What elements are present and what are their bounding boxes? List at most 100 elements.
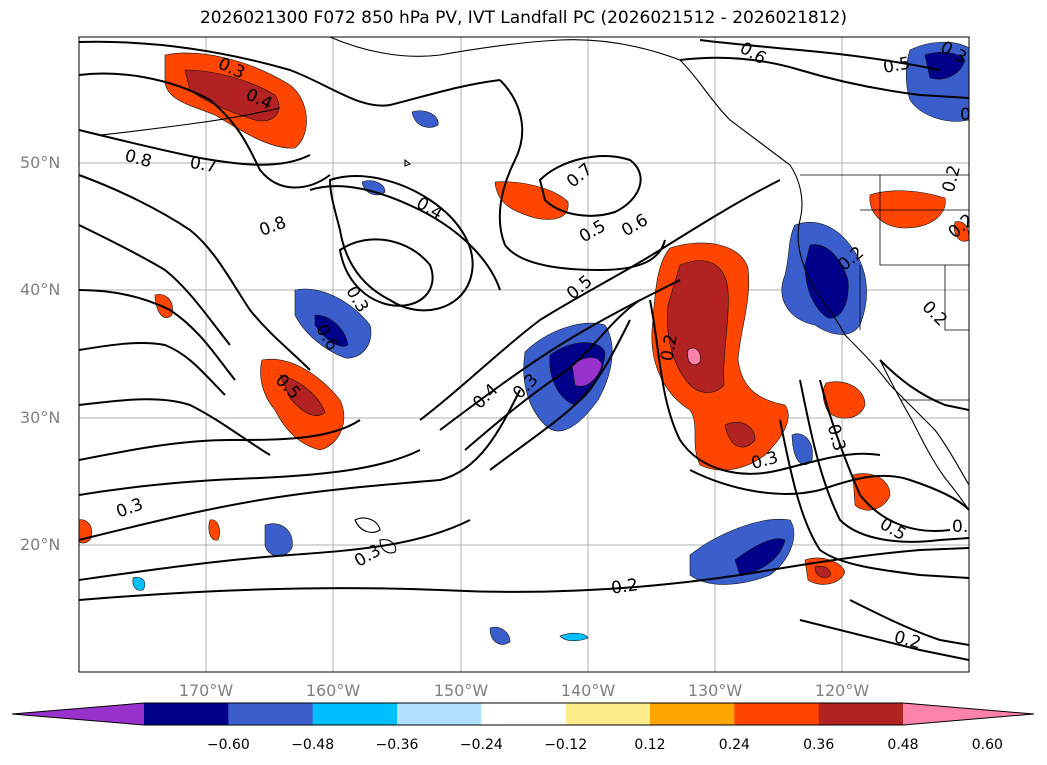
lon-label-130w: 130°W	[687, 681, 743, 700]
contour-22	[489, 319, 631, 471]
shade-pos-small3	[954, 221, 969, 242]
contour-20	[439, 279, 681, 431]
colorbar-segment	[650, 703, 735, 725]
contour-4	[79, 174, 311, 371]
colorbar-segment	[312, 703, 398, 725]
contour-27	[779, 419, 969, 579]
colorbar-tick-label: 0.60	[971, 737, 1003, 753]
shade-pos-midlat	[494, 181, 569, 220]
lon-label-160w: 160°W	[305, 681, 361, 700]
colorbar-tick-label: −0.36	[375, 737, 419, 753]
shade-neg-small4	[791, 433, 813, 465]
map-frame	[78, 36, 970, 673]
colorbar-tick-label: −0.12	[544, 737, 588, 753]
contour-5	[79, 224, 231, 346]
contour-25	[819, 379, 951, 532]
lon-label-150w: 150°W	[433, 681, 489, 700]
shade-pos-inland	[869, 190, 946, 229]
lat-label-50: 50°N	[20, 153, 61, 172]
coastline-island3	[404, 158, 412, 167]
contour-15	[338, 238, 434, 307]
contour-26	[799, 379, 969, 543]
colorbar-tick-label: 0.24	[718, 737, 750, 753]
contour-14	[328, 175, 474, 312]
contour-label: 0.2	[610, 575, 640, 599]
colorbar-tick-label: −0.48	[291, 737, 335, 753]
lat-label-20: 20°N	[20, 535, 61, 554]
contour-1	[79, 40, 501, 107]
border-state1	[879, 175, 969, 266]
shade-pos-large-south	[724, 421, 756, 448]
pv-contours	[79, 39, 969, 661]
shade-pos-large-peak	[687, 347, 701, 365]
contour-label: 0.2	[960, 105, 987, 125]
map-title: 2026021300 F072 850 hPa PV, IVT Landfall…	[199, 8, 847, 28]
colorbar-tick-label: −0.24	[459, 737, 503, 753]
contour-12	[79, 519, 471, 581]
shade-pos-northwest-core	[184, 69, 280, 122]
shade-neg-central-peak	[571, 357, 603, 387]
contour-32	[879, 359, 969, 411]
colorbar-segment	[481, 703, 567, 725]
shade-neg-south	[689, 518, 795, 585]
contour-2	[79, 72, 331, 189]
contour-11	[79, 389, 521, 541]
contour-3	[79, 129, 311, 166]
colorbar-extend-min	[12, 703, 144, 725]
lon-label-140w: 140°W	[560, 681, 616, 700]
contour-18	[538, 155, 642, 217]
colorbar-segment	[565, 703, 651, 725]
negative-shading	[132, 41, 969, 645]
contour-13	[79, 547, 969, 601]
colorbar-tick-label: 0.12	[634, 737, 666, 753]
contour-label: 0.5	[952, 517, 979, 537]
contour-30	[849, 599, 969, 646]
contour-label: 0.5	[882, 54, 912, 78]
shade-neg-west-core	[314, 314, 349, 347]
colorbar-segment	[144, 703, 229, 725]
colorbar-segment	[734, 703, 820, 725]
lat-label-30: 30°N	[20, 408, 61, 427]
lat-label-40: 40°N	[20, 280, 61, 299]
contour-label: 0.7	[188, 153, 218, 177]
colorbar-segment	[228, 703, 314, 725]
colorbar-extend-max	[903, 703, 1034, 725]
colorbar	[11, 702, 1035, 726]
shade-pos-large-core	[667, 260, 729, 393]
contour-28	[679, 56, 969, 99]
contour-9	[79, 419, 361, 461]
coastline-baja	[879, 359, 969, 511]
shade-pos-subtrop-core	[814, 565, 831, 578]
contour-21	[464, 299, 641, 451]
contour-label: 0.2	[657, 333, 681, 363]
coastline-island1	[354, 517, 381, 533]
contour-10	[79, 449, 421, 496]
contour-7	[79, 341, 226, 396]
positive-shading	[79, 52, 969, 585]
contour-16	[309, 185, 501, 291]
coastline-alaska	[329, 37, 969, 486]
map-area: 0.3 0.4 0.8 0.7 0.8 0.4 0.3 0.6 0.5 0.5 …	[79, 37, 987, 672]
contour-6	[79, 289, 236, 381]
lon-label-170w: 170°W	[178, 681, 234, 700]
colorbar-tick-label: −0.60	[206, 737, 250, 753]
contour-29	[699, 39, 941, 71]
shade-neg-coast-core	[804, 244, 849, 319]
shade-pos-west-core	[279, 374, 326, 417]
colorbar-tick-label: 0.36	[803, 737, 835, 753]
shade-pos-small2	[208, 519, 220, 541]
shade-neg-small6	[132, 577, 146, 591]
map-plot: 0.3 0.4 0.8 0.7 0.8 0.4 0.3 0.6 0.5 0.5 …	[78, 36, 987, 673]
shade-neg-small5	[489, 627, 511, 645]
lon-label-120w: 120°W	[814, 681, 870, 700]
contour-24	[689, 469, 969, 511]
coastlines	[99, 37, 969, 554]
shade-neg-small2	[411, 110, 439, 128]
shade-pos-baja	[852, 473, 891, 511]
shade-neg-small1	[264, 523, 293, 557]
coastline-aleutians	[99, 107, 281, 136]
coastline-island2	[379, 539, 397, 554]
contour-23	[649, 299, 881, 475]
contour-31	[799, 619, 969, 661]
colorbar-tick-label: 0.48	[887, 737, 919, 753]
